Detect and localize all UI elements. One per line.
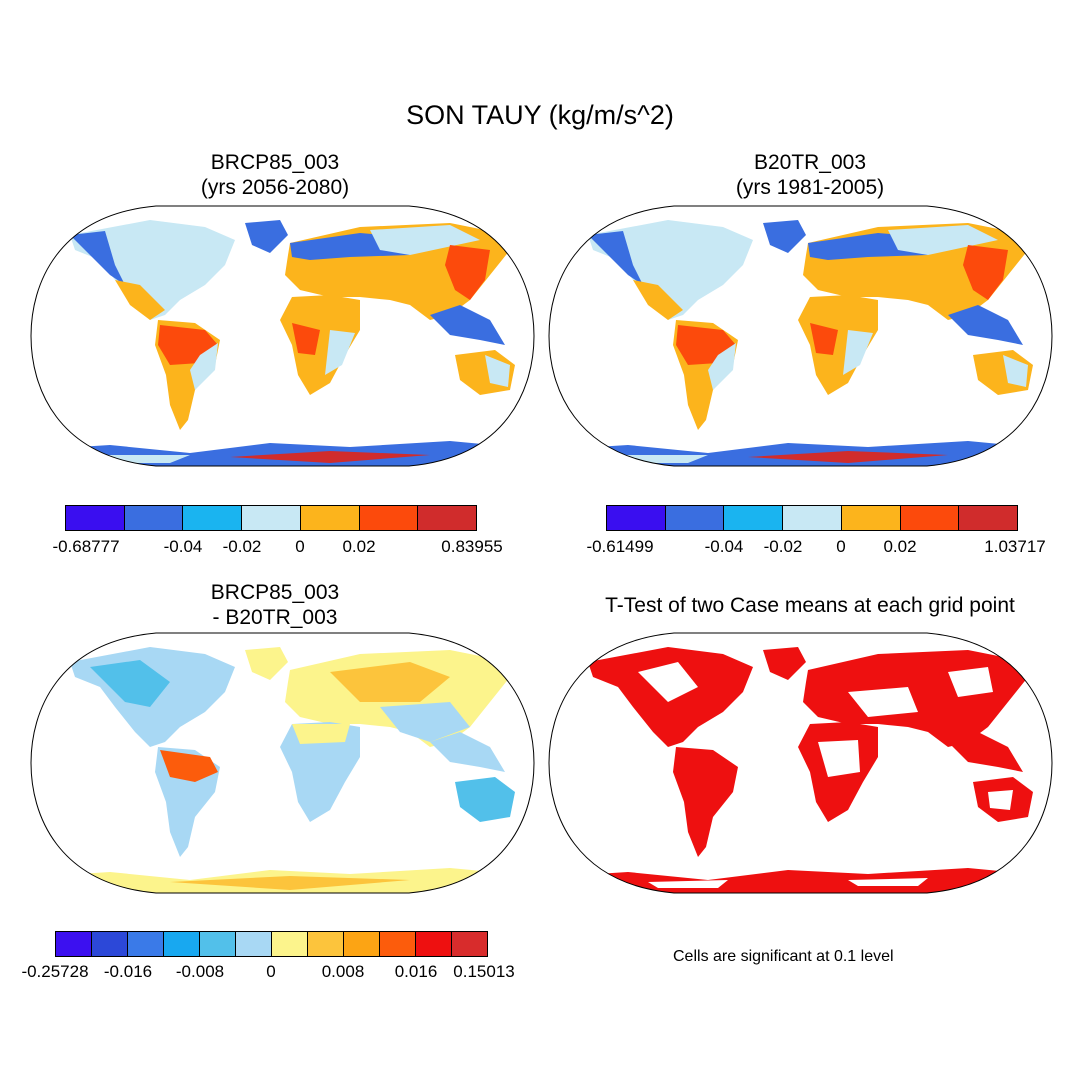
colorbar-swatch <box>344 932 380 956</box>
colorbar-swatch <box>900 506 960 530</box>
colorbar-swatch <box>242 506 301 530</box>
colorbar-swatch <box>959 506 1018 530</box>
colorbar-swatch <box>128 932 164 956</box>
asia-north <box>370 225 480 255</box>
colorbar-swatch <box>272 932 308 956</box>
asia-hot <box>445 245 490 300</box>
colorbar-swatch <box>183 506 243 530</box>
antarctica-band <box>230 451 430 463</box>
colorbar-swatch <box>418 506 477 530</box>
panel1-title-line1: BRCP85_003 <box>210 151 340 174</box>
panel1-title: BRCP85_003 (yrs 2056-2080) <box>120 150 430 200</box>
cb1-label: -0.02 <box>222 537 262 556</box>
cb2-label: -0.61499 <box>586 537 654 556</box>
africa-east <box>325 330 355 375</box>
australia-east <box>485 355 510 387</box>
colorbar-swatch <box>200 932 236 956</box>
map-panel-1 <box>30 205 535 467</box>
colorbar-swatch <box>783 506 842 530</box>
panel1-title-line2: (yrs 2056-2080) <box>200 176 350 199</box>
panel3-title: BRCP85_003 - B20TR_003 <box>120 580 430 630</box>
colorbar-swatch <box>92 932 128 956</box>
cb3-label: 0 <box>266 962 276 981</box>
colorbar-swatch <box>452 932 487 956</box>
cb1-label: -0.04 <box>163 537 203 556</box>
panel2-title: B20TR_003 (yrs 1981-2005) <box>655 150 965 200</box>
colorbar-swatch <box>300 506 360 530</box>
cb3-label: -0.25728 <box>21 962 89 981</box>
colorbar-swatch <box>308 932 344 956</box>
panel2-title-line1: B20TR_003 <box>753 151 867 174</box>
cb1-label: 0 <box>295 537 305 556</box>
colorbar-swatch <box>66 506 125 530</box>
colorbar-swatch <box>724 506 784 530</box>
panel2-title-line2: (yrs 1981-2005) <box>735 176 885 199</box>
map-panel-4 <box>548 632 1053 894</box>
cb3-label: 0.008 <box>321 962 365 981</box>
north-america <box>70 220 235 320</box>
panel3-title-line1: BRCP85_003 <box>210 581 340 604</box>
map-panel-3 <box>30 632 535 894</box>
north-america-south <box>115 280 165 320</box>
cb3-label: 0.016 <box>394 962 438 981</box>
colorbar-swatch <box>359 506 419 530</box>
colorbar-swatch <box>56 932 92 956</box>
cb2-label: 0.02 <box>883 537 917 556</box>
cb2-label: 1.03717 <box>984 537 1046 556</box>
colorbar-swatch <box>124 506 184 530</box>
se-asia <box>430 305 505 345</box>
colorbar-swatch <box>236 932 272 956</box>
colorbar-swatch <box>607 506 666 530</box>
cb2-label: -0.04 <box>704 537 744 556</box>
map-panel-2 <box>548 205 1053 467</box>
colorbar-swatch <box>665 506 725 530</box>
africa <box>280 295 360 395</box>
cb2-label: 0 <box>836 537 846 556</box>
figure-title: SON TAUY (kg/m/s^2) <box>406 100 674 130</box>
north-america-west <box>70 231 125 285</box>
panel3-title-line2: - B20TR_003 <box>212 606 338 629</box>
africa-center <box>292 323 320 355</box>
greenland <box>245 220 288 253</box>
colorbar-swatch <box>380 932 416 956</box>
cb1-label: 0.02 <box>342 537 376 556</box>
cb1-label: -0.68777 <box>52 537 120 556</box>
colorbar-3 <box>55 931 488 957</box>
colorbar-swatch <box>841 506 901 530</box>
south-america-coast <box>190 343 218 390</box>
cb2-label: -0.02 <box>763 537 803 556</box>
cb3-label: -0.008 <box>175 962 225 981</box>
cb3-label: -0.016 <box>103 962 153 981</box>
colorbar-2 <box>606 505 1018 531</box>
colorbar-swatch <box>416 932 452 956</box>
colorbar-swatch <box>164 932 200 956</box>
cb1-label: 0.83955 <box>441 537 503 556</box>
colorbar-1 <box>65 505 477 531</box>
panel4-title: T-Test of two Case means at each grid po… <box>605 594 1015 617</box>
cb3-label: 0.15013 <box>453 962 515 981</box>
ttest-note: Cells are significant at 0.1 level <box>673 948 894 965</box>
